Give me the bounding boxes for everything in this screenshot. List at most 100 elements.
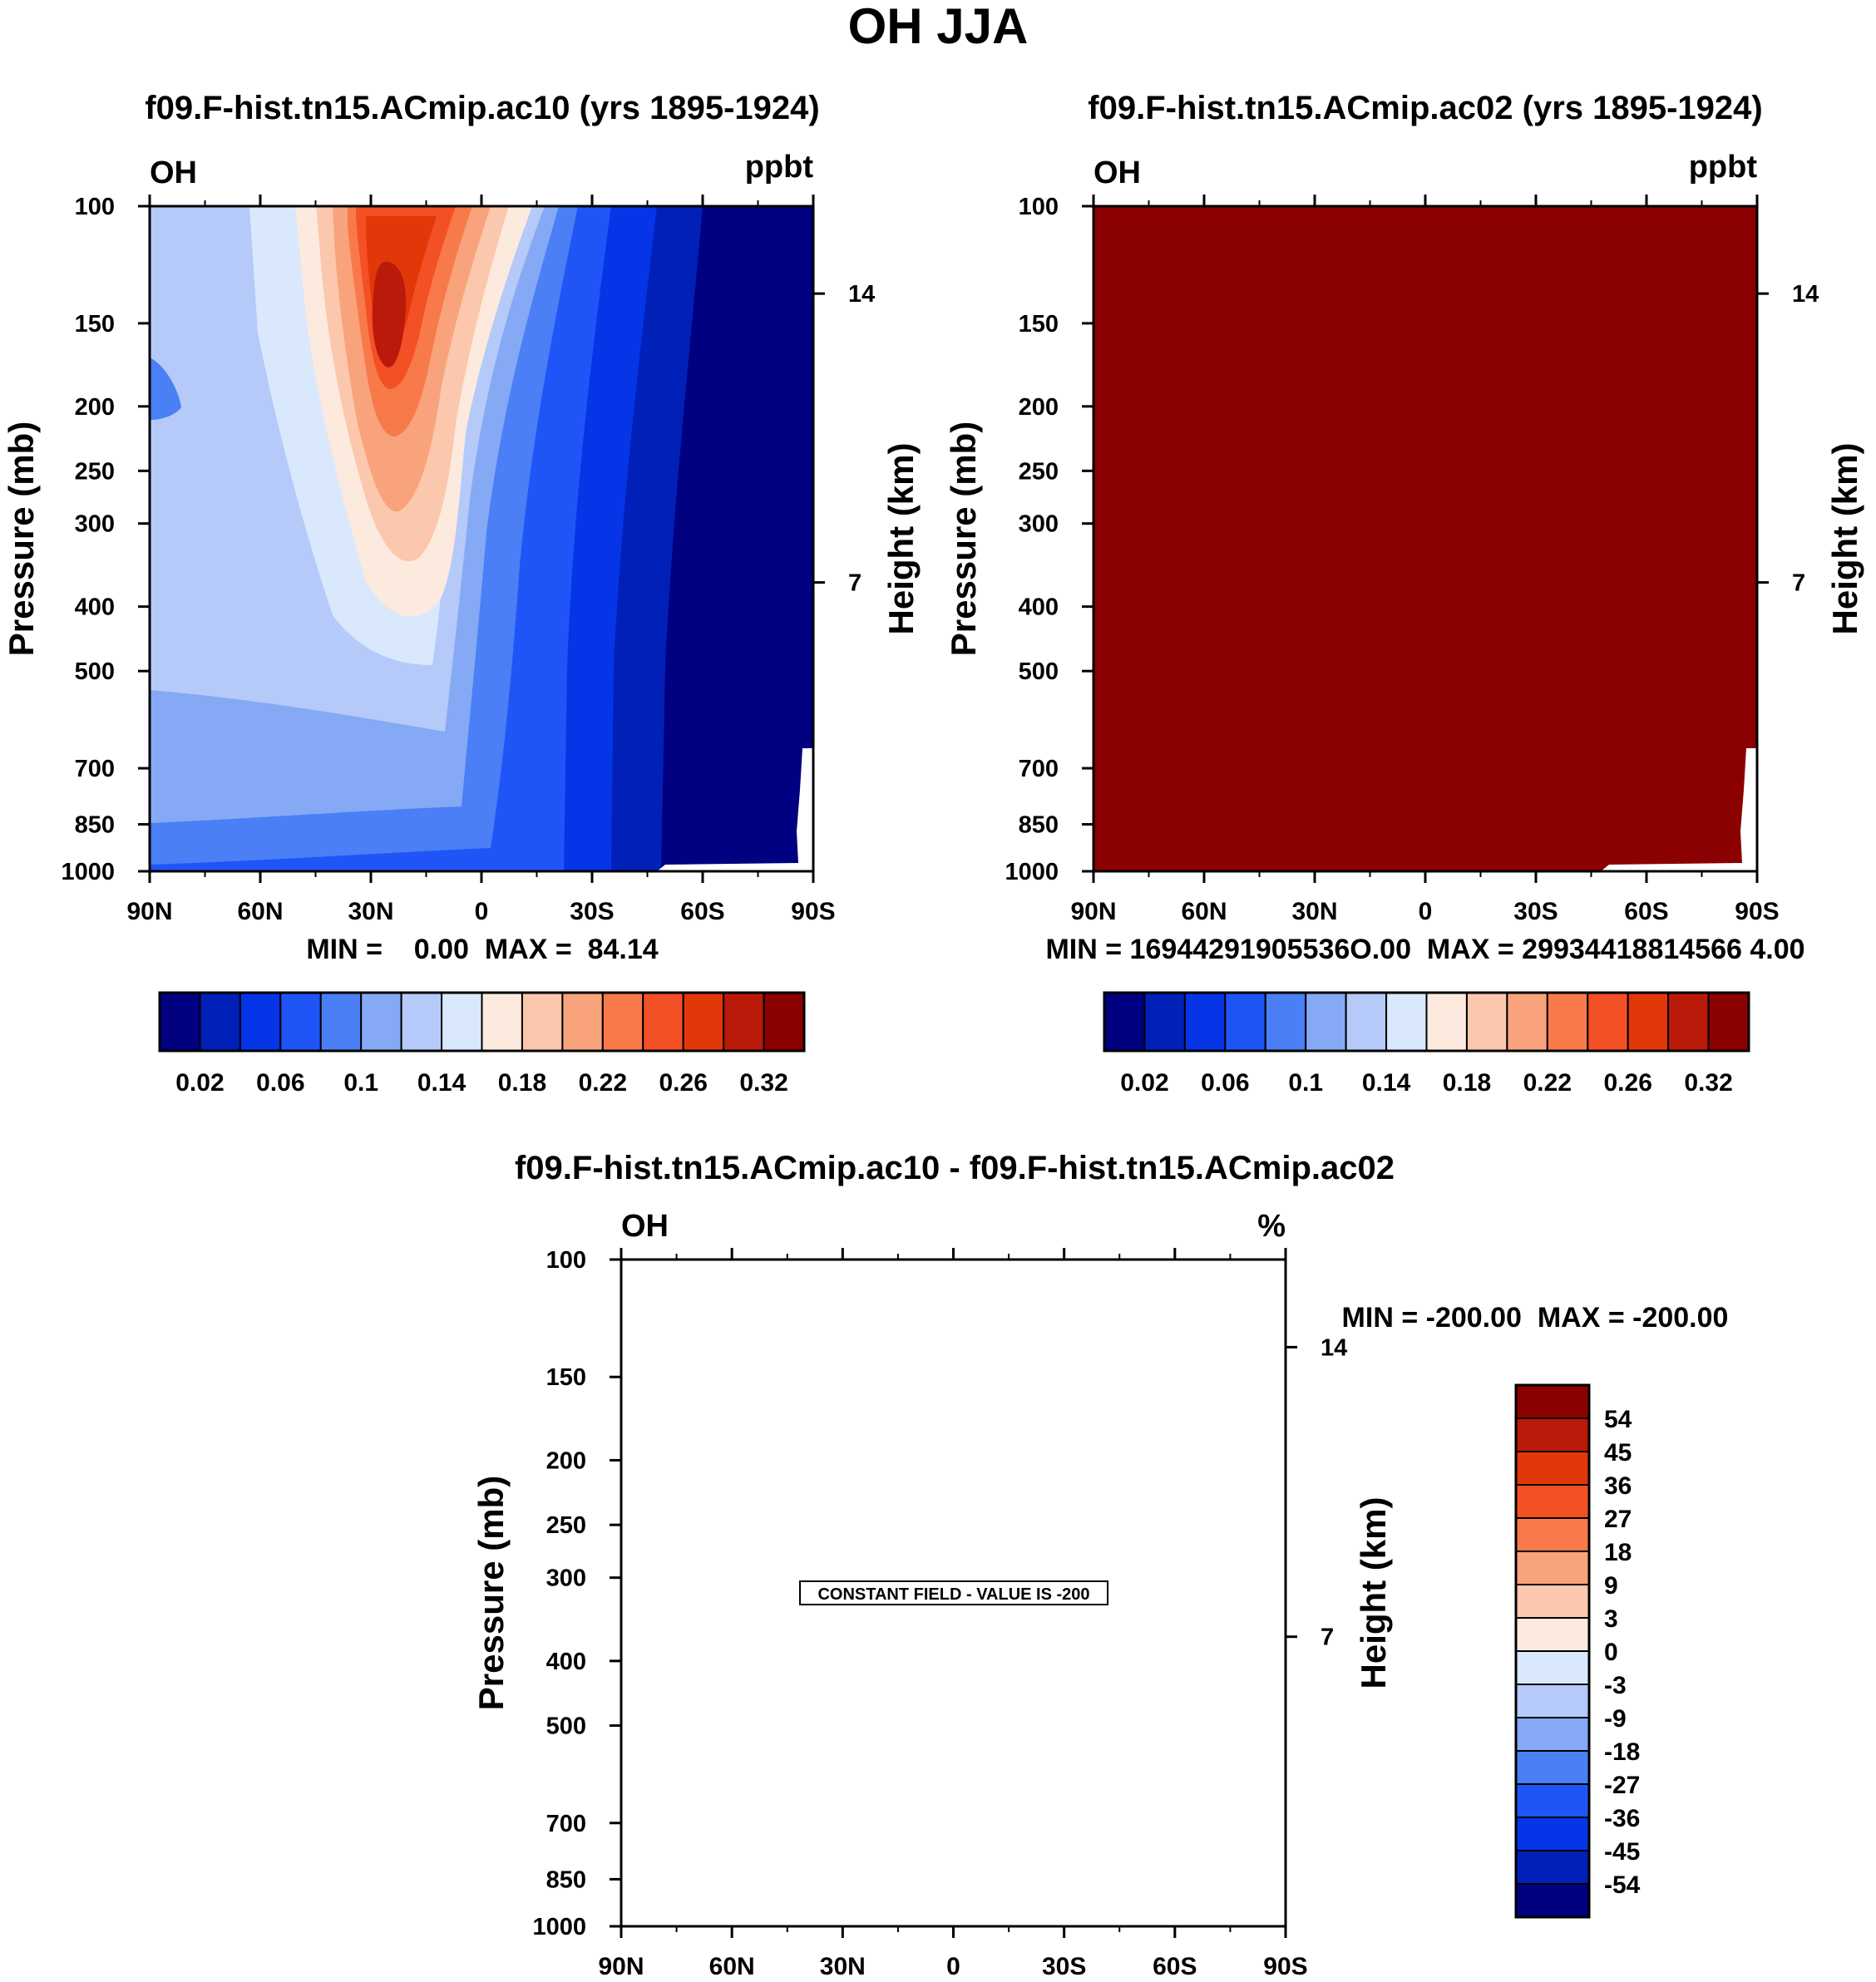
colorbar-label: 27 xyxy=(1604,1506,1632,1533)
colorbar-label: 0.26 xyxy=(659,1069,707,1097)
colorbar-label: 18 xyxy=(1604,1539,1632,1566)
y-tick-label: 100 xyxy=(75,194,115,220)
colorbar-box xyxy=(1515,1817,1590,1851)
panel-ac02-right-string: ppbt xyxy=(1689,150,1758,185)
colorbar-box xyxy=(481,992,523,1052)
y-tick-label: 700 xyxy=(75,756,115,782)
x-tick-label: 0 xyxy=(1419,898,1433,925)
colorbar-box xyxy=(1667,992,1710,1052)
field-band-4b xyxy=(150,357,181,420)
colorbar-label: 3 xyxy=(1604,1605,1618,1633)
colorbar-outline xyxy=(1103,991,1750,1053)
colorbar-label: -3 xyxy=(1604,1672,1627,1699)
colorbar-box xyxy=(239,992,282,1052)
colorbar-box xyxy=(1506,992,1548,1052)
y-right-tick-label: 14 xyxy=(848,281,875,308)
colorbar-box xyxy=(1515,1750,1590,1785)
colorbar-box xyxy=(1515,1783,1590,1818)
panel-ac10-ylabel: Pressure (mb) xyxy=(2,422,41,656)
colorbar-box xyxy=(279,992,322,1052)
colorbar-box xyxy=(1515,1451,1590,1486)
x-tick-label: 90S xyxy=(1263,1953,1307,1980)
y-right-tick-label: 14 xyxy=(1321,1334,1347,1361)
colorbar-box xyxy=(1224,992,1266,1052)
x-tick-label: 60S xyxy=(1624,898,1668,925)
colorbar-box xyxy=(1515,1384,1590,1419)
y-tick-label: 300 xyxy=(75,511,115,538)
y-tick-label: 500 xyxy=(1019,658,1059,685)
y-tick-label: 850 xyxy=(1019,812,1059,839)
colorbar-box xyxy=(601,992,644,1052)
colorbar-label: 0.1 xyxy=(1288,1069,1323,1097)
x-tick-label: 0 xyxy=(475,898,489,925)
y-tick-label: 250 xyxy=(1019,458,1059,485)
y-right-tick-label: 7 xyxy=(848,570,861,597)
colorbar-label: -54 xyxy=(1604,1871,1641,1899)
colorbar-box xyxy=(441,992,483,1052)
panel-ac10-ylabel-right: Height (km) xyxy=(881,443,921,635)
colorbar-box xyxy=(1425,992,1468,1052)
y-tick-label: 150 xyxy=(1019,311,1059,338)
panel-ac02-ylabel: Pressure (mb) xyxy=(944,422,983,656)
colorbar-box xyxy=(1515,1717,1590,1752)
colorbar-box xyxy=(199,992,241,1052)
x-tick-label: 90S xyxy=(1735,898,1779,925)
panel-ac10-axes: 90N 60N 30N 0 30S 60S 90S 100 150 200 250 300 400 500… xyxy=(61,194,875,925)
colorbar-label: 0.02 xyxy=(1120,1069,1168,1097)
colorbar-label: -9 xyxy=(1604,1705,1627,1733)
colorbar-label: 0.32 xyxy=(739,1069,787,1097)
panel-ac02: f09.F-hist.tn15.ACmip.ac02 (yrs 1895-192… xyxy=(944,90,1864,1097)
colorbar-box xyxy=(561,992,604,1052)
colorbar-box xyxy=(1515,1684,1590,1718)
y-tick-label: 1000 xyxy=(61,859,115,885)
colorbar-label: 0.22 xyxy=(1523,1069,1572,1097)
colorbar-box xyxy=(1515,1883,1590,1918)
colorbar-label: 0.18 xyxy=(1443,1069,1491,1097)
colorbar-label: 0.26 xyxy=(1603,1069,1651,1097)
y-tick-label: 1000 xyxy=(532,1914,586,1940)
y-right-tick-label: 7 xyxy=(1792,570,1805,597)
y-tick-label: 400 xyxy=(1019,594,1059,621)
colorbar-label: -45 xyxy=(1604,1838,1640,1866)
panel-ac02-left-string: OH xyxy=(1094,155,1141,190)
colorbar-label: 54 xyxy=(1604,1406,1632,1433)
y-tick-label: 400 xyxy=(75,594,115,621)
panel-ac10-colorbar: 0.02 0.06 0.1 0.14 0.18 0.22 0.26 0.32 xyxy=(158,991,806,1097)
y-tick-label: 150 xyxy=(75,311,115,338)
x-tick-label: 30N xyxy=(1291,898,1337,925)
x-tick-label: 90N xyxy=(126,898,172,925)
x-tick-label: 30S xyxy=(1042,1953,1086,1980)
figure-title: OH JJA xyxy=(848,0,1029,54)
colorbar-box xyxy=(642,992,684,1052)
colorbar-box xyxy=(1515,1584,1590,1619)
panel-diff-title: f09.F-hist.tn15.ACmip.ac10 - f09.F-hist.… xyxy=(515,1150,1395,1186)
colorbar-box xyxy=(1515,1617,1590,1652)
colorbar-box xyxy=(159,992,201,1052)
x-tick-label: 60N xyxy=(237,898,283,925)
panel-diff-ylabel-right: Height (km) xyxy=(1354,1497,1393,1689)
colorbar-label: 0.14 xyxy=(1362,1069,1411,1097)
colorbar-box xyxy=(1515,1484,1590,1519)
colorbar-box xyxy=(1587,992,1629,1052)
colorbar-label: 0.22 xyxy=(579,1069,627,1097)
field-saturated xyxy=(1094,206,1757,871)
x-tick-label: 60N xyxy=(1181,898,1227,925)
colorbar-label: 36 xyxy=(1604,1472,1632,1500)
y-tick-label: 1000 xyxy=(1005,859,1059,885)
colorbar-label: 0.1 xyxy=(343,1069,378,1097)
panel-ac02-field xyxy=(1094,206,1757,871)
colorbar-label: 0.32 xyxy=(1684,1069,1732,1097)
panel-ac02-stats: MIN = 16944291905536O.00 MAX = 299344188… xyxy=(1045,934,1804,965)
colorbar-label: -36 xyxy=(1604,1805,1640,1832)
colorbar-box xyxy=(1103,992,1146,1052)
panel-ac02-axes: 90N 60N 30N 0 30S 60S 90S 100 150 200 250 300 400 500… xyxy=(1005,194,1819,925)
colorbar-box xyxy=(1183,992,1227,1052)
colorbar-label: 9 xyxy=(1604,1572,1618,1600)
colorbar-label: 0.18 xyxy=(498,1069,546,1097)
y-tick-label: 250 xyxy=(75,458,115,485)
panel-ac02-ylabel-right: Height (km) xyxy=(1825,443,1864,635)
y-tick-label: 200 xyxy=(1019,394,1059,421)
colorbar-label: 0 xyxy=(1604,1639,1618,1666)
panel-ac10-left-string: OH xyxy=(150,155,197,190)
x-tick-label: 30S xyxy=(570,898,614,925)
